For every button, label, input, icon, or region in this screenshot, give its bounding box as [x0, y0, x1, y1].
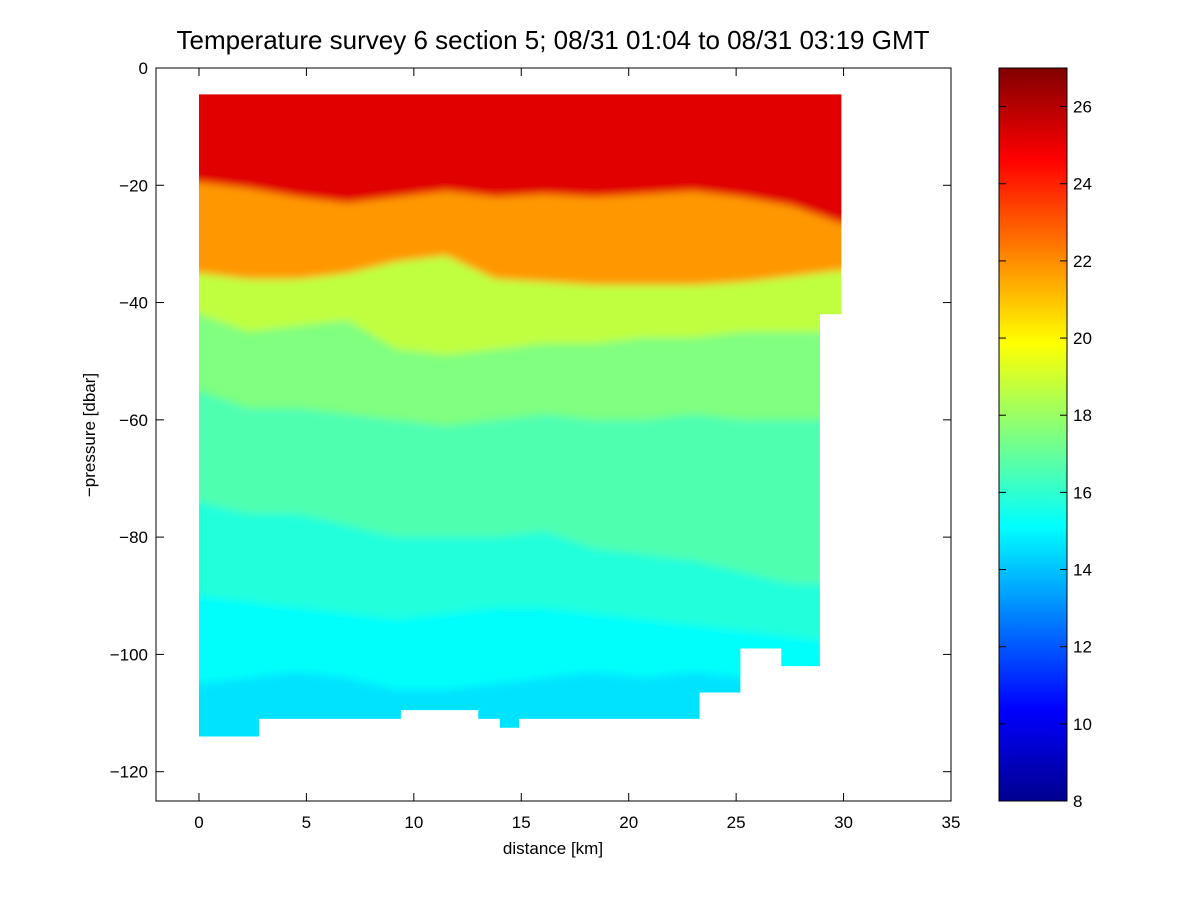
y-axis-label: −pressure [dbar] — [80, 373, 99, 497]
isotherm-band-24 — [199, 94, 842, 224]
colorbar-tick-label: 24 — [1073, 175, 1092, 194]
y-tick-label: −40 — [119, 294, 148, 313]
x-tick-label: 10 — [404, 813, 423, 832]
colorbar-tick-label: 16 — [1073, 483, 1092, 502]
x-axis-label: distance [km] — [503, 839, 603, 858]
colorbar-tick-label: 12 — [1073, 638, 1092, 657]
y-tick-label: −80 — [119, 528, 148, 547]
colorbar-tick-label: 22 — [1073, 252, 1092, 271]
colorbar-frame — [998, 67, 1068, 802]
x-tick-label: 5 — [302, 813, 311, 832]
colorbar-ticks: 8 10 12 14 16 18 20 22 24 26 — [999, 98, 1092, 811]
colorbar-tick-label: 14 — [1073, 561, 1092, 580]
colorbar-tick-label: 8 — [1073, 792, 1082, 811]
x-tick-label: 15 — [512, 813, 531, 832]
x-tick-label: 30 — [834, 813, 853, 832]
y-tick-label: −100 — [110, 645, 148, 664]
x-tick-label: 0 — [194, 813, 203, 832]
colorbar — [999, 68, 1067, 801]
temperature-field — [199, 94, 842, 737]
colorbar-tick-label: 10 — [1073, 715, 1092, 734]
x-tick-label: 25 — [727, 813, 746, 832]
chart-title: Temperature survey 6 section 5; 08/31 01… — [177, 25, 930, 55]
x-tick-label: 20 — [619, 813, 638, 832]
x-axis: 0 5 10 15 20 25 30 35 — [194, 68, 960, 832]
y-axis: 0 −20 −40 −60 −80 −100 −120 — [110, 59, 951, 782]
plot-frame — [155, 67, 952, 802]
y-tick-label: −120 — [110, 763, 148, 782]
colorbar-tick-label: 20 — [1073, 329, 1092, 348]
y-tick-label: 0 — [139, 59, 148, 78]
colorbar-tick-label: 18 — [1073, 406, 1092, 425]
y-tick-label: −20 — [119, 176, 148, 195]
y-tick-label: −60 — [119, 411, 148, 430]
colorbar-tick-label: 26 — [1073, 98, 1092, 117]
x-tick-label: 35 — [942, 813, 961, 832]
